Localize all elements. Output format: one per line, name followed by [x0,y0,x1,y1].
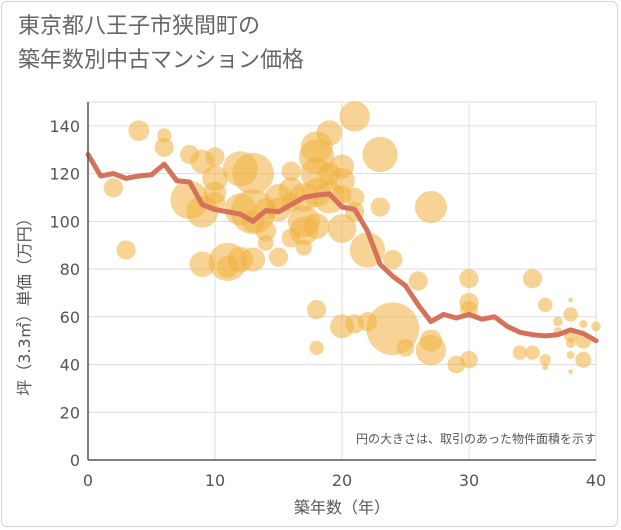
data-bubble [329,167,355,194]
data-bubble [345,187,365,208]
y-tick-label: 120 [49,165,80,184]
data-bubble [307,300,327,320]
data-bubble [579,319,588,328]
data-bubble [522,269,543,289]
y-tick-label: 0 [70,451,80,470]
x-tick-label: 30 [459,471,479,490]
x-tick-label: 40 [586,471,606,490]
data-bubble [538,297,553,313]
data-bubble [414,191,447,224]
data-bubble [566,350,575,359]
data-bubble [295,239,312,256]
chart-title: 東京都八王子市狭間町の 築年数別中古マンション価格 [18,10,304,78]
axes [87,102,596,461]
data-bubble [512,345,527,360]
data-bubble [189,251,216,278]
y-tick-label: 100 [49,212,80,231]
grid-lines [87,101,597,461]
trend-line-series [85,152,599,344]
data-bubble [339,101,370,132]
data-bubble [563,307,578,322]
y-tick-label: 80 [60,260,80,279]
y-tick-label: 140 [49,117,80,136]
data-bubble [591,321,601,332]
data-bubble [460,350,478,369]
y-tick-label: 20 [60,403,80,422]
data-bubble [103,178,123,198]
data-bubble [459,269,479,289]
data-bubble [539,354,551,366]
data-bubble [408,271,428,291]
data-bubble [268,247,289,267]
x-tick-labels: 0 10 20 30 40 [83,471,606,490]
title-line-1: 東京都八王子市狭間町の [18,14,261,39]
data-bubble [128,120,150,142]
y-axis-label: 坪（3.3㎡）単価（万円） [15,210,34,395]
size-note: 円の大きさは、取引のあった物件面積を示す [356,431,596,446]
data-bubble [419,329,443,352]
data-bubble [568,369,573,375]
data-bubble [116,240,136,260]
title-line-2: 築年数別中古マンション価格 [18,48,305,73]
data-bubble [232,152,274,195]
data-bubble [327,214,357,243]
data-bubble [255,220,277,242]
data-bubble [525,345,540,360]
data-bubble [154,137,174,157]
y-tick-labels: 0 20 40 60 80 100 120 140 [49,117,80,470]
x-tick-label: 0 [83,471,93,490]
x-tick-label: 20 [332,471,352,490]
data-bubble [309,340,324,356]
data-bubble [241,247,266,272]
data-bubble [568,297,573,303]
y-tick-label: 60 [60,308,80,327]
data-bubble [316,120,343,146]
x-axis-label: 築年数（年） [294,498,390,517]
data-bubble [565,338,576,348]
data-bubble [575,351,592,368]
data-bubble [205,147,225,167]
average-price-line [85,152,599,344]
data-bubble [553,316,563,327]
data-bubble [303,213,330,239]
data-bubble [281,161,301,181]
data-bubble [370,197,390,217]
data-bubble [362,136,398,173]
y-tick-label: 40 [60,356,80,375]
data-bubble [383,249,403,270]
data-bubble [396,339,415,357]
data-bubble [542,363,549,371]
x-tick-label: 10 [205,471,225,490]
